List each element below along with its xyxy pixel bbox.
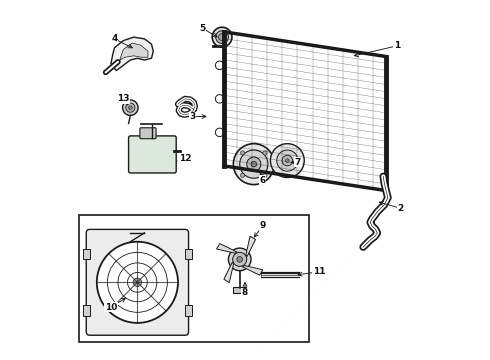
Text: 8: 8 [242,288,248,297]
Text: 11: 11 [313,267,325,276]
Text: 6: 6 [260,176,266,185]
FancyBboxPatch shape [86,229,189,335]
Bar [233,287,246,293]
FancyBboxPatch shape [128,136,176,173]
Circle shape [133,278,142,287]
Text: 12: 12 [179,154,191,163]
Text: 9: 9 [259,221,266,230]
Text: 7: 7 [294,158,301,167]
Text: 13: 13 [117,94,129,103]
Polygon shape [120,43,148,60]
Bar [185,305,192,316]
Circle shape [286,159,289,162]
Text: 2: 2 [397,204,403,213]
Polygon shape [217,244,237,253]
Bar [83,305,90,316]
Text: 4: 4 [111,34,118,43]
Text: 5: 5 [199,24,206,33]
Circle shape [270,144,304,177]
Circle shape [263,151,267,155]
Circle shape [228,248,251,271]
Circle shape [241,151,245,155]
Circle shape [219,33,225,41]
Text: 3: 3 [189,112,195,121]
Text: 1: 1 [393,41,400,50]
Circle shape [97,242,178,323]
Circle shape [233,252,247,266]
Circle shape [128,106,132,109]
Bar [83,249,90,259]
Circle shape [212,27,232,47]
Polygon shape [243,266,263,275]
Circle shape [240,150,268,178]
Circle shape [216,128,224,136]
Circle shape [247,157,261,171]
Circle shape [282,155,293,166]
Bar [185,249,192,259]
Circle shape [216,31,228,44]
Circle shape [122,100,138,116]
Polygon shape [246,236,255,257]
Circle shape [237,257,243,262]
Polygon shape [224,262,234,283]
Circle shape [216,95,224,103]
Circle shape [216,61,224,69]
Polygon shape [111,37,153,71]
Circle shape [251,161,257,167]
Circle shape [277,150,298,171]
Circle shape [126,103,135,112]
Circle shape [241,173,245,177]
Circle shape [263,173,267,177]
Circle shape [233,144,274,185]
FancyBboxPatch shape [140,128,156,139]
Text: 10: 10 [105,302,117,311]
Bar [79,215,309,342]
